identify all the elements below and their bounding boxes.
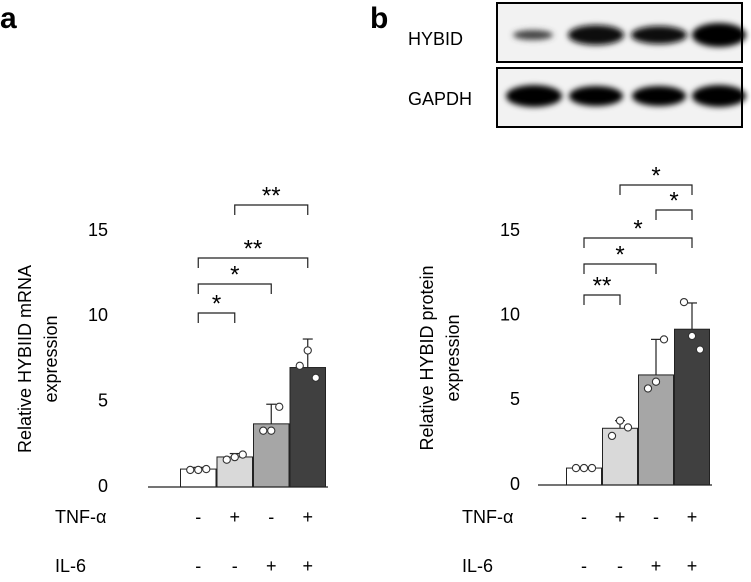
data-point	[695, 345, 705, 354]
significance-label: *	[615, 241, 624, 268]
significance-label: *	[633, 215, 642, 242]
blot-bands	[506, 23, 746, 107]
significance-bracket	[583, 263, 657, 274]
data-point	[238, 450, 247, 459]
y-tick-label: 15	[88, 220, 108, 240]
data-point	[230, 452, 239, 462]
data-point	[303, 346, 312, 355]
significance-bracket	[583, 237, 693, 248]
blot-label: GAPDH	[408, 89, 472, 109]
condition-sign: -	[581, 556, 587, 576]
data-point	[579, 463, 589, 473]
significance-label: *	[669, 187, 678, 214]
condition-sign: +	[651, 556, 662, 576]
data-point	[194, 465, 203, 475]
data-point	[571, 463, 581, 473]
significance-label: **	[593, 272, 612, 299]
y-tick-label: 10	[500, 304, 520, 324]
condition-sign: +	[302, 556, 313, 576]
bar	[216, 456, 253, 488]
condition-label: TNF-α	[462, 507, 513, 527]
significance-label: **	[262, 182, 281, 209]
y-tick-label: 0	[98, 476, 108, 496]
panel-letter: a	[0, 2, 17, 35]
data-point	[687, 331, 697, 341]
condition-sign: +	[687, 556, 698, 576]
data-point	[679, 297, 689, 307]
condition-sign: -	[653, 507, 659, 527]
bar	[289, 367, 326, 488]
significance-bracket	[197, 257, 309, 268]
y-axis-label: Relative HYBIID mRNA	[15, 265, 35, 453]
data-point	[615, 416, 625, 425]
condition-sign: -	[195, 556, 201, 576]
y-axis-label: expression	[41, 315, 61, 402]
condition-sign: -	[268, 507, 274, 527]
y-axis-label: Relative HYBID protein	[417, 265, 437, 450]
panel-letter: b	[370, 2, 388, 35]
significance-label: *	[230, 261, 239, 288]
condition-label: TNF-α	[55, 507, 106, 527]
condition-sign: +	[266, 556, 277, 576]
blot-label: HYBID	[408, 29, 463, 49]
condition-label: IL-6	[55, 556, 86, 576]
significance-bracket	[655, 209, 693, 220]
data-point	[607, 431, 617, 441]
significance-bracket	[619, 184, 693, 195]
condition-sign: -	[195, 507, 201, 527]
condition-sign: +	[229, 507, 240, 527]
condition-sign: -	[617, 556, 623, 576]
bar	[638, 374, 674, 486]
data-point	[202, 464, 211, 474]
data-point	[295, 361, 304, 370]
western-blot: HYBID GAPDH	[408, 2, 746, 128]
y-tick-label: 5	[98, 390, 108, 410]
significance-bracket	[197, 283, 272, 294]
y-tick-label: 10	[88, 305, 108, 325]
bar	[602, 427, 638, 486]
y-tick-label: 0	[510, 474, 520, 494]
significance-label: *	[212, 290, 221, 317]
bar	[674, 328, 710, 486]
data-point	[623, 423, 633, 432]
significance-bracket	[234, 204, 309, 215]
significance-label: **	[244, 235, 263, 262]
condition-sign: +	[687, 507, 698, 527]
y-tick-label: 15	[500, 220, 520, 240]
condition-sign: +	[302, 507, 313, 527]
data-point	[275, 402, 284, 411]
data-point	[311, 373, 320, 382]
data-point	[643, 384, 653, 393]
data-point	[259, 426, 268, 435]
y-tick-label: 5	[510, 389, 520, 409]
significance-bracket	[197, 312, 236, 323]
condition-sign: +	[615, 507, 626, 527]
data-point	[659, 335, 669, 344]
significance-bracket	[583, 294, 621, 305]
condition-sign: -	[232, 556, 238, 576]
data-point	[267, 426, 276, 435]
condition-label: IL-6	[462, 556, 493, 576]
data-point	[587, 463, 597, 473]
data-point	[651, 377, 661, 386]
condition-sign: -	[581, 507, 587, 527]
data-point	[186, 465, 195, 475]
y-axis-label: expression	[443, 314, 463, 401]
data-point	[222, 455, 231, 464]
significance-label: *	[651, 162, 660, 189]
